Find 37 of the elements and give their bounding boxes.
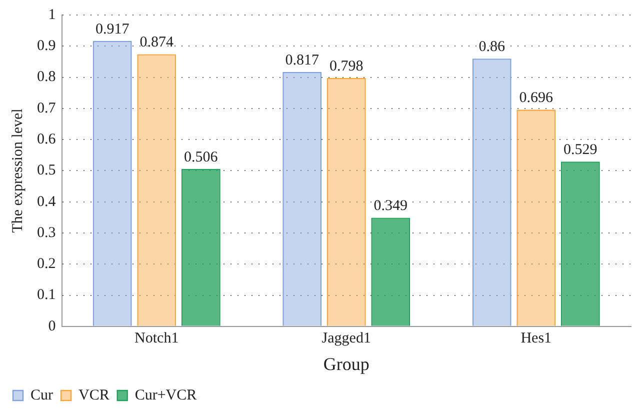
data-label: 0.529 (564, 142, 598, 158)
y-tick-label: 0.5 (37, 162, 56, 179)
bar (137, 54, 176, 326)
y-tick-label: 0.6 (37, 131, 56, 148)
bar (371, 218, 410, 326)
bar (282, 72, 322, 326)
legend-label: VCR (78, 387, 110, 404)
y-tick-label: 0.9 (37, 38, 56, 54)
legend-label: Cur (30, 387, 54, 404)
y-tick-label: 0 (48, 318, 56, 334)
legend-label: Cur+VCR (134, 387, 197, 404)
y-tick-label: 0.1 (37, 287, 56, 304)
y-tick-label: 0.7 (37, 100, 56, 116)
x-tick-label: Notch1 (134, 330, 179, 346)
y-tick-label: 1 (48, 6, 56, 23)
data-label: 0.506 (184, 149, 218, 166)
data-label: 0.798 (330, 58, 364, 74)
x-tick-label: Hes1 (520, 330, 552, 346)
bar (560, 162, 600, 326)
y-tick-label: 0.3 (37, 224, 56, 241)
x-axis-title: Group (323, 354, 370, 374)
bar (92, 40, 132, 326)
data-label: 0.874 (140, 34, 174, 51)
y-tick-label: 0.8 (37, 69, 56, 86)
data-label: 0.349 (374, 198, 408, 214)
bar (516, 110, 556, 326)
data-label: 0.917 (95, 21, 130, 38)
data-label: 0.86 (478, 39, 506, 56)
data-label: 0.696 (519, 90, 554, 106)
y-axis-title: The expression level (10, 108, 26, 233)
bar (472, 58, 512, 326)
y-tick-label: 0.4 (37, 194, 56, 210)
x-tick-label: Jagged1 (322, 330, 371, 346)
bar (181, 168, 220, 326)
bar (326, 78, 366, 326)
data-label: 0.817 (285, 52, 320, 68)
y-tick-label: 0.2 (37, 256, 56, 272)
